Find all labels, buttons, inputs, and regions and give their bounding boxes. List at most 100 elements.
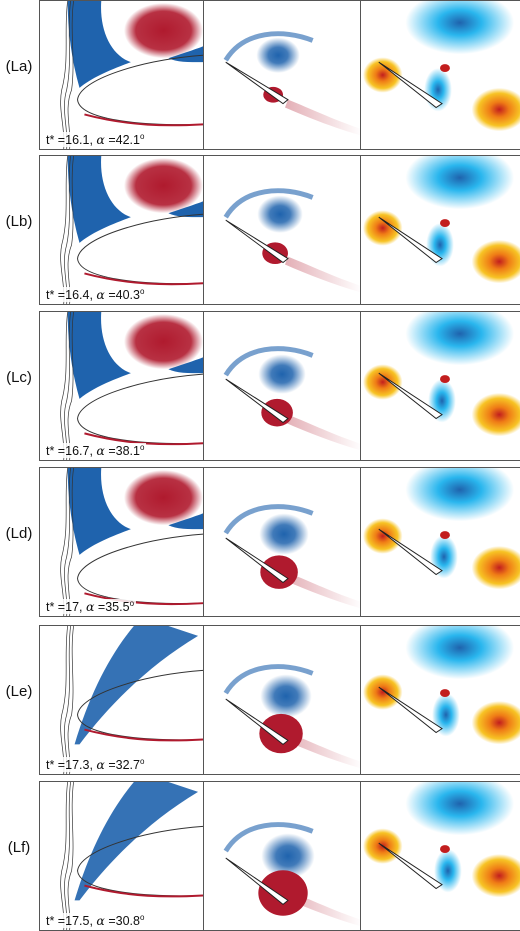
alpha-value: 40.3 xyxy=(115,288,140,302)
trailing-edge-vortex xyxy=(258,870,308,916)
positive-vortex-region xyxy=(123,157,203,214)
alpha-label: = xyxy=(104,758,116,772)
shear-layer-sheet xyxy=(67,156,131,243)
positive-spot xyxy=(440,845,450,854)
wing-lower-edge xyxy=(84,432,203,446)
positive-region-right xyxy=(471,700,520,745)
row-label: (Le) xyxy=(5,683,33,700)
time-angle-caption: t* =16.4, α =40.3o xyxy=(44,286,147,302)
time-label: t* = xyxy=(46,133,66,147)
time-label: t* = xyxy=(46,600,66,614)
figure-row: (Ld) t* =17, α =35.5o xyxy=(0,467,520,617)
airfoil-section xyxy=(225,61,289,105)
alpha-symbol: α xyxy=(96,757,105,772)
time-angle-caption: t* =16.1, α =42.1o xyxy=(44,131,147,147)
panel-graphic xyxy=(223,346,363,451)
positive-region-right xyxy=(471,87,520,132)
time-label: t* = xyxy=(46,914,66,928)
wake xyxy=(285,572,363,609)
panel-graphic xyxy=(362,156,520,284)
leading-edge-vortex xyxy=(257,195,303,233)
airfoil-section xyxy=(378,528,443,576)
figure-row: (Le) t* =17.3, α =32.7o xyxy=(0,625,520,775)
panel-graphic xyxy=(60,312,203,460)
trailing-edge-vortex xyxy=(260,555,298,589)
panel-graphic xyxy=(223,188,363,293)
alpha-label: = xyxy=(104,914,116,928)
shear-layer-arc xyxy=(223,664,314,695)
figure-row: (Lf) t* =17.5, α =30.8o xyxy=(0,781,520,931)
wing-outline xyxy=(77,825,203,897)
wing-outline xyxy=(77,373,203,445)
row-label: (Ld) xyxy=(5,525,33,542)
time-value: 17 xyxy=(65,600,80,614)
shear-layer-sheet xyxy=(67,312,131,399)
airfoil-section xyxy=(225,857,289,905)
alpha-value: 35.5 xyxy=(105,600,130,614)
airfoil-section xyxy=(378,216,443,264)
figure-row: (La) t* =16.1, α =42.1o xyxy=(0,0,520,150)
streamline xyxy=(64,626,71,774)
trailing-edge-vortex xyxy=(259,713,303,754)
positive-spot xyxy=(440,375,450,384)
wing-outline xyxy=(77,533,203,604)
streamline xyxy=(60,1,69,149)
time-angle-caption: t* =17.3, α =32.7o xyxy=(44,756,147,772)
airfoil-section xyxy=(378,61,443,109)
negative-region-upper xyxy=(405,468,515,522)
time-value: 16.1 xyxy=(65,133,90,147)
wake xyxy=(285,414,363,451)
streamline xyxy=(67,782,74,930)
streamline xyxy=(67,156,74,304)
streamline-panel: t* =16.4, α =40.3o xyxy=(39,155,204,305)
wing-outline xyxy=(77,54,203,126)
pressure-panel xyxy=(360,0,520,150)
wing-lower-edge xyxy=(84,272,203,286)
wake xyxy=(285,99,363,136)
positive-spot xyxy=(440,531,450,540)
shear-layer-arc xyxy=(223,188,314,219)
figure-row: (Lb) t* =16.4, α =40.3o xyxy=(0,155,520,305)
alpha-value: 32.7 xyxy=(115,758,140,772)
panel-graphic xyxy=(362,468,520,590)
positive-region-right xyxy=(471,392,520,437)
row-label: (La) xyxy=(5,58,33,75)
leading-edge-vortex xyxy=(260,674,312,718)
leading-edge-vortex xyxy=(259,513,309,555)
streamline xyxy=(60,312,69,460)
positive-vortex-region xyxy=(123,313,203,370)
negative-region-upper xyxy=(405,782,515,836)
time-angle-caption: t* =17, α =35.5o xyxy=(44,598,137,614)
streamline xyxy=(64,312,71,460)
wing-lower-edge xyxy=(84,728,203,742)
time-value: 16.4 xyxy=(65,288,90,302)
pressure-panel xyxy=(360,155,520,305)
alpha-value: 30.8 xyxy=(115,914,140,928)
degree-mark: o xyxy=(140,131,145,141)
pressure-panel xyxy=(360,467,520,617)
streamline xyxy=(67,468,74,616)
positive-region-right xyxy=(471,545,520,590)
vorticity-panel xyxy=(203,781,368,931)
airfoil-section xyxy=(225,378,289,424)
panel-graphic xyxy=(223,664,363,769)
wing-lower-edge xyxy=(84,592,203,606)
time-label: t* = xyxy=(46,288,66,302)
streamline xyxy=(67,1,74,149)
alpha-label: = xyxy=(104,288,116,302)
panel-graphic xyxy=(362,312,520,437)
positive-vortex-region xyxy=(123,469,203,526)
negative-region-upper xyxy=(405,626,515,680)
shear-layer-sheet xyxy=(67,468,131,555)
shear-layer-arc xyxy=(223,822,314,853)
negative-region-core xyxy=(434,849,462,893)
degree-mark: o xyxy=(140,286,145,296)
time-angle-caption: t* =17.5, α =30.8o xyxy=(44,912,147,928)
alpha-symbol: α xyxy=(96,132,105,147)
negative-region-upper xyxy=(405,1,515,55)
airfoil-section xyxy=(225,698,289,746)
panel-graphic xyxy=(362,626,520,745)
figure-row: (Lc) t* =16.7, α =38.1o xyxy=(0,311,520,461)
leading-edge-vortex xyxy=(256,37,300,74)
leading-edge-vortex xyxy=(258,354,306,394)
